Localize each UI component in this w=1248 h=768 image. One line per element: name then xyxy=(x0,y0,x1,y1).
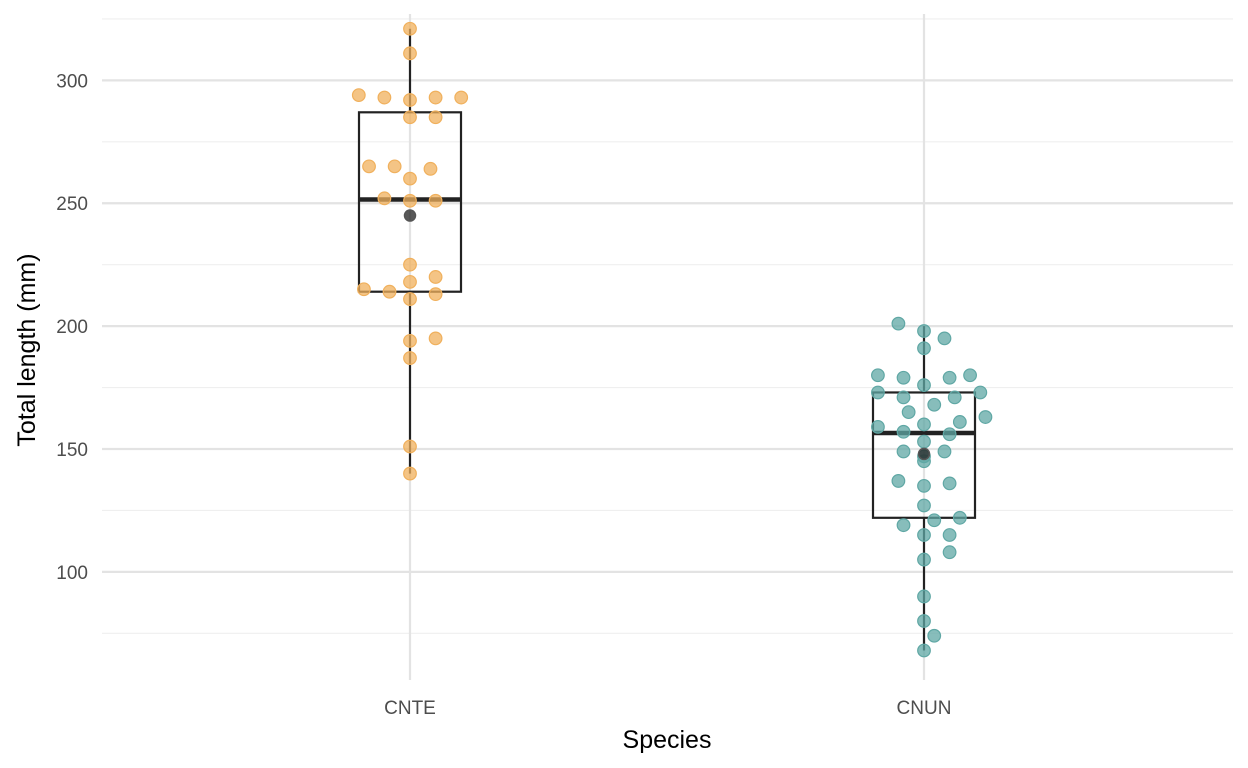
data-points xyxy=(351,21,993,658)
data-point xyxy=(871,385,885,400)
data-point xyxy=(454,90,469,105)
data-point xyxy=(403,466,417,481)
data-point xyxy=(403,93,417,107)
data-point xyxy=(403,21,417,36)
data-point xyxy=(917,528,931,542)
data-point xyxy=(428,270,443,284)
box-plots xyxy=(357,28,977,651)
data-point xyxy=(428,110,443,125)
data-point xyxy=(973,385,988,400)
y-tick-label: 100 xyxy=(56,563,88,584)
data-point xyxy=(927,628,942,643)
data-point xyxy=(917,552,931,567)
data-point xyxy=(901,405,916,420)
data-point xyxy=(896,444,911,459)
x-tick-label: CNTE xyxy=(384,698,436,719)
data-point xyxy=(403,110,417,125)
data-point xyxy=(917,341,931,356)
data-point xyxy=(403,292,417,306)
data-point xyxy=(942,545,957,560)
data-point xyxy=(896,370,911,385)
data-point xyxy=(387,159,402,174)
data-point xyxy=(871,368,885,383)
tick-labels: 100 150 200 250 300 CNTE CNUN xyxy=(56,71,951,719)
data-point xyxy=(382,284,397,299)
data-point xyxy=(423,161,438,176)
data-point xyxy=(963,368,977,383)
data-point xyxy=(428,193,443,208)
data-point xyxy=(403,257,417,272)
data-point xyxy=(917,478,931,493)
y-tick-label: 200 xyxy=(56,317,88,338)
data-point xyxy=(871,419,885,434)
data-point xyxy=(891,474,906,488)
data-point xyxy=(428,331,443,346)
data-point xyxy=(927,397,942,412)
data-point xyxy=(978,410,993,424)
data-point xyxy=(891,316,906,331)
data-point xyxy=(403,193,417,208)
mean-marker xyxy=(917,447,931,461)
data-point xyxy=(403,333,417,348)
data-point xyxy=(403,46,417,61)
data-point xyxy=(357,282,371,297)
data-point xyxy=(942,427,957,442)
data-point xyxy=(942,476,957,491)
data-point xyxy=(942,528,957,542)
data-point xyxy=(917,589,931,604)
grid-lines xyxy=(102,14,1233,680)
y-tick-label: 250 xyxy=(56,194,88,215)
mean-marker xyxy=(403,209,417,222)
data-point xyxy=(403,439,417,454)
x-axis-title: Species xyxy=(623,726,712,754)
data-point xyxy=(377,191,392,206)
y-tick-label: 300 xyxy=(56,71,88,92)
data-point xyxy=(952,415,967,429)
data-point xyxy=(917,378,931,392)
data-point xyxy=(403,274,417,289)
data-point xyxy=(942,370,957,385)
data-point xyxy=(377,90,392,105)
iqr-box xyxy=(871,391,977,519)
data-point xyxy=(403,171,417,186)
data-point xyxy=(403,351,417,365)
data-point xyxy=(952,510,967,525)
data-point xyxy=(917,434,931,449)
data-point xyxy=(917,417,931,432)
data-point xyxy=(428,90,443,105)
data-point xyxy=(917,324,931,338)
data-point xyxy=(917,614,931,628)
data-point xyxy=(428,287,443,302)
data-point xyxy=(362,159,376,174)
data-point xyxy=(896,390,911,405)
data-point xyxy=(947,390,962,405)
data-point xyxy=(896,424,911,439)
data-point xyxy=(896,518,911,533)
data-point xyxy=(937,331,952,346)
data-point xyxy=(917,498,931,513)
y-axis-title: Total length (mm) xyxy=(13,253,41,446)
data-point xyxy=(351,88,366,102)
data-point xyxy=(927,513,942,528)
data-point xyxy=(937,444,952,459)
data-point xyxy=(917,643,931,658)
x-tick-label: CNUN xyxy=(897,698,952,719)
y-tick-label: 150 xyxy=(56,440,88,461)
mean-markers xyxy=(403,209,931,461)
